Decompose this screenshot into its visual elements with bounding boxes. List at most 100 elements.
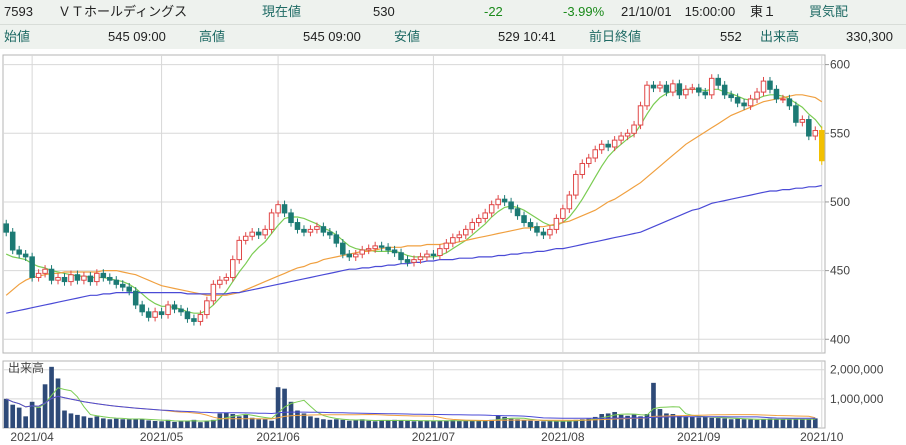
candle-body xyxy=(430,253,437,256)
volume-bar xyxy=(120,419,126,428)
volume-title: 出来高 xyxy=(8,360,44,375)
open-label: 始値 xyxy=(4,29,31,44)
volume-bar xyxy=(476,420,482,428)
candle-body xyxy=(327,231,333,236)
candle-body xyxy=(812,130,819,137)
candle-body xyxy=(242,235,249,241)
volume-bar xyxy=(249,417,255,428)
volume-bar xyxy=(521,420,527,428)
candle-body xyxy=(618,135,624,141)
candle-body xyxy=(728,94,734,99)
volume-bar xyxy=(625,415,630,428)
volume-bar xyxy=(223,412,229,428)
candle-body xyxy=(585,157,592,164)
price-change: -22 xyxy=(484,4,503,19)
x-tick-label: 2021/05 xyxy=(140,430,184,444)
volume-bar xyxy=(81,416,87,428)
volume-bar xyxy=(638,416,643,428)
volume-bar xyxy=(236,416,242,428)
quote-header-row-1: 7593 ＶＴホールディングス 現在値 530 -22 -3.99% 21/10… xyxy=(0,0,906,24)
x-tick-label: 2021/10 xyxy=(800,430,844,444)
candle-body xyxy=(378,245,385,248)
candle-body xyxy=(119,283,126,288)
candle-body xyxy=(475,217,482,224)
volume-bar xyxy=(592,416,598,428)
candle-body xyxy=(365,248,372,251)
candle-body xyxy=(534,226,540,233)
volume-bar xyxy=(88,417,93,428)
candle-body xyxy=(230,259,236,278)
candle-body xyxy=(126,286,132,292)
candle-body xyxy=(514,208,521,217)
price-change-percent: -3.99% xyxy=(563,4,605,19)
candle-body xyxy=(683,88,689,96)
volume-bar xyxy=(800,418,805,428)
candle-body xyxy=(372,245,378,250)
volume-bar xyxy=(107,419,113,428)
volume-bar xyxy=(159,421,164,428)
candle-body xyxy=(391,249,398,254)
volume-bar xyxy=(321,419,326,428)
candle-body xyxy=(786,98,793,107)
volume-bar xyxy=(573,419,579,428)
candle-body xyxy=(611,139,618,148)
candle-body xyxy=(236,239,243,261)
quote-mode: 買気配 xyxy=(809,4,849,19)
x-tick-label: 2021/04 xyxy=(10,430,54,444)
volume-bar xyxy=(23,416,28,428)
volume-bar xyxy=(715,418,721,428)
candle-body xyxy=(818,130,825,162)
volume-bar xyxy=(599,414,605,428)
candle-body xyxy=(301,228,307,233)
volume-bar xyxy=(3,398,9,428)
volume-bar xyxy=(534,421,540,428)
candle-body xyxy=(780,98,786,101)
candle-body xyxy=(398,252,404,261)
volume-bar xyxy=(275,387,281,428)
candle-body xyxy=(540,231,547,236)
high-value: 545 09:00 xyxy=(303,29,361,44)
price-ma-mid-line xyxy=(5,94,823,296)
candle-body xyxy=(210,283,217,302)
candle-body xyxy=(767,80,773,90)
candle-body xyxy=(676,83,683,96)
high-label: 高値 xyxy=(199,29,226,44)
candle-body xyxy=(702,91,709,96)
candle-body xyxy=(598,143,605,151)
volume-bar xyxy=(631,414,637,428)
volume-bar xyxy=(243,414,249,428)
candle-body xyxy=(450,237,456,244)
candle-body xyxy=(605,143,611,148)
volume-bar xyxy=(767,418,773,428)
candle-body xyxy=(68,274,74,283)
volume-bar xyxy=(431,421,436,428)
candle-body xyxy=(734,97,741,104)
volume-bar xyxy=(722,418,728,428)
volume-bar xyxy=(191,419,197,428)
volume-tick-label: 1,000,000 xyxy=(830,392,884,406)
volume-bar xyxy=(793,419,799,428)
volume-bar xyxy=(340,419,346,428)
candle-body xyxy=(48,268,55,281)
volume-bar xyxy=(314,417,320,428)
candle-body xyxy=(61,276,68,283)
volume-bar xyxy=(385,420,391,428)
candle-body xyxy=(184,311,191,320)
volume-bar xyxy=(133,418,139,428)
candle-body xyxy=(657,84,663,89)
candle-body xyxy=(249,231,255,237)
volume-ma-line xyxy=(5,395,816,419)
volume-bar xyxy=(657,409,663,428)
candle-body xyxy=(715,77,721,86)
volume-tick-label: 2,000,000 xyxy=(830,363,884,377)
volume-bar xyxy=(644,414,650,428)
candle-body xyxy=(482,212,488,219)
volume-bar xyxy=(204,421,210,428)
volume-bar xyxy=(812,418,818,428)
candle-body xyxy=(165,304,171,316)
candle-body xyxy=(508,201,514,210)
candle-body xyxy=(385,246,391,251)
volume-label: 出来高 xyxy=(760,29,800,44)
candle-body xyxy=(469,222,476,230)
candle-body xyxy=(74,274,81,281)
